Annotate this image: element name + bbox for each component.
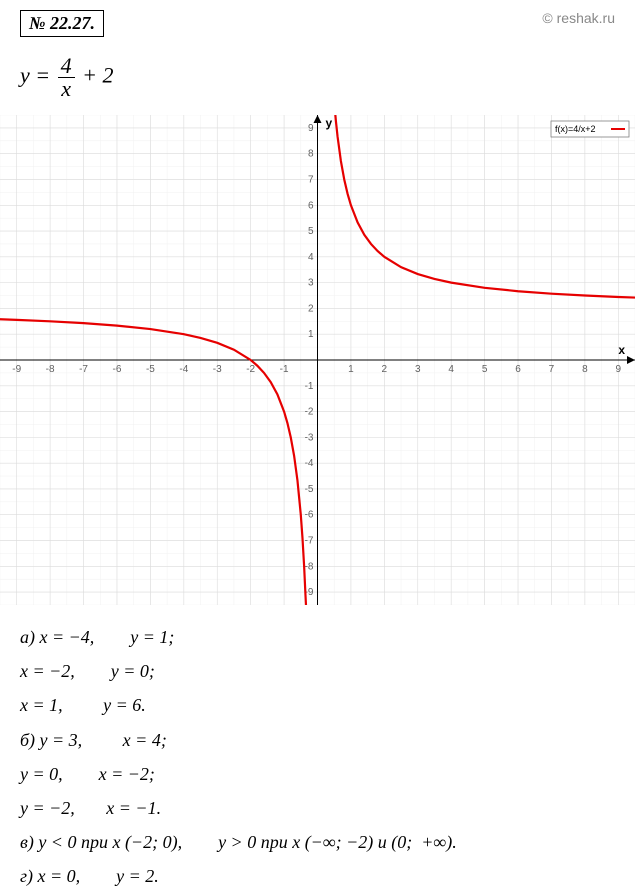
answer-a1: а) x = −4, y = 1; — [20, 620, 615, 654]
svg-text:5: 5 — [308, 226, 314, 237]
d1-text: x = 0, y = 2. — [38, 866, 159, 886]
svg-text:-1: -1 — [280, 364, 289, 375]
answer-b1: б) y = 3, x = 4; — [20, 723, 615, 757]
svg-text:2: 2 — [382, 364, 388, 375]
svg-text:-6: -6 — [305, 510, 314, 521]
svg-text:-4: -4 — [305, 458, 314, 469]
svg-text:-5: -5 — [146, 364, 155, 375]
svg-text:7: 7 — [549, 364, 555, 375]
svg-text:-2: -2 — [246, 364, 255, 375]
equation-fraction: 4 x — [58, 55, 75, 100]
answer-a2: x = −2, y = 0; — [20, 654, 615, 688]
svg-text:-7: -7 — [79, 364, 88, 375]
answer-b2: y = 0, x = −2; — [20, 757, 615, 791]
svg-text:3: 3 — [415, 364, 421, 375]
answer-d1: г) x = 0, y = 2. — [20, 859, 615, 893]
a1-text: x = −4, y = 1; — [40, 627, 175, 647]
answers-block: а) x = −4, y = 1; x = −2, y = 0; x = 1, … — [20, 620, 615, 894]
svg-text:-5: -5 — [305, 484, 314, 495]
svg-text:9: 9 — [308, 123, 314, 134]
answer-c1: в) y < 0 при x (−2; 0), y > 0 при x (−∞;… — [20, 825, 615, 859]
svg-text:x: x — [618, 343, 625, 357]
label-b: б) — [20, 730, 35, 750]
svg-text:-7: -7 — [305, 536, 314, 547]
answer-a3: x = 1, y = 6. — [20, 688, 615, 722]
function-graph: -9-8-7-6-5-4-3-2-1123456789-9-8-7-6-5-4-… — [0, 115, 635, 605]
svg-text:-2: -2 — [305, 407, 314, 418]
svg-text:1: 1 — [348, 364, 354, 375]
svg-text:-1: -1 — [305, 381, 314, 392]
svg-text:6: 6 — [515, 364, 521, 375]
svg-text:5: 5 — [482, 364, 488, 375]
watermark: © reshak.ru — [542, 10, 615, 26]
svg-text:-8: -8 — [46, 364, 55, 375]
svg-text:4: 4 — [308, 252, 314, 263]
svg-text:-9: -9 — [12, 364, 21, 375]
svg-text:8: 8 — [308, 149, 314, 160]
b1-text: y = 3, x = 4; — [40, 730, 167, 750]
fraction-numerator: 4 — [58, 55, 75, 78]
svg-text:1: 1 — [308, 329, 314, 340]
svg-text:4: 4 — [448, 364, 454, 375]
label-d: г) — [20, 866, 33, 886]
svg-text:-3: -3 — [213, 364, 222, 375]
svg-text:2: 2 — [308, 303, 314, 314]
chart-svg: -9-8-7-6-5-4-3-2-1123456789-9-8-7-6-5-4-… — [0, 115, 635, 605]
svg-text:7: 7 — [308, 174, 314, 185]
svg-text:8: 8 — [582, 364, 588, 375]
svg-text:3: 3 — [308, 278, 314, 289]
svg-text:-8: -8 — [305, 561, 314, 572]
svg-text:9: 9 — [616, 364, 622, 375]
svg-text:-3: -3 — [305, 432, 314, 443]
equation-lhs: y = — [20, 63, 50, 88]
main-equation: y = 4 x + 2 — [20, 55, 113, 100]
svg-text:f(x)=4/x+2: f(x)=4/x+2 — [555, 124, 596, 134]
svg-text:-6: -6 — [113, 364, 122, 375]
label-c: в) — [20, 832, 34, 852]
fraction-denominator: x — [58, 78, 75, 100]
c1-text: y < 0 при x (−2; 0), y > 0 при x (−∞; −2… — [38, 832, 456, 852]
label-a: а) — [20, 627, 35, 647]
problem-number: № 22.27. — [20, 10, 104, 37]
svg-text:y: y — [326, 116, 333, 130]
svg-text:6: 6 — [308, 200, 314, 211]
answer-b3: y = −2, x = −1. — [20, 791, 615, 825]
equation-tail: + 2 — [82, 63, 113, 88]
svg-text:-4: -4 — [179, 364, 188, 375]
